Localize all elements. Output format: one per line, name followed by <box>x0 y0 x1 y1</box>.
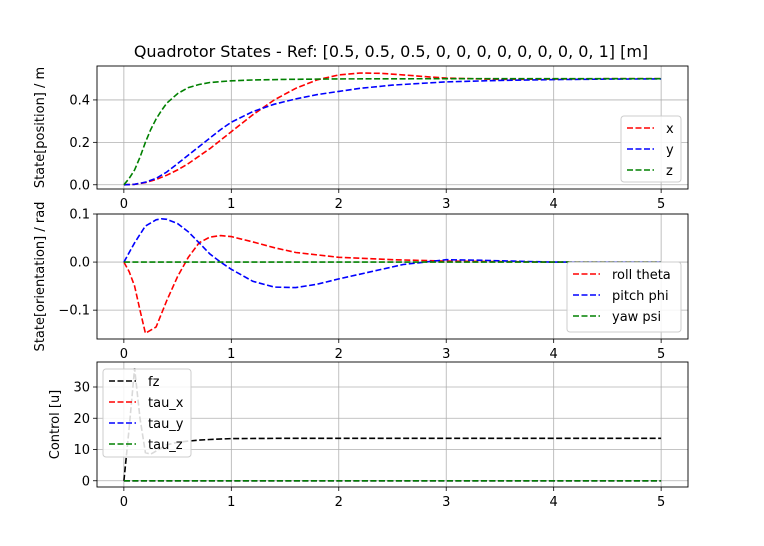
legend-label: tau_y <box>148 417 184 432</box>
y-tick-label: 0.4 <box>69 93 90 108</box>
legend-box <box>566 261 682 333</box>
x-tick-label: 0 <box>120 347 128 362</box>
legend-label: roll theta <box>612 268 671 283</box>
y-tick-label: 0 <box>82 474 90 489</box>
x-tick-label: 1 <box>227 347 235 362</box>
x-tick-label: 5 <box>657 495 665 510</box>
legend-label: yaw psi <box>612 310 661 325</box>
x-tick-label: 3 <box>442 495 450 510</box>
legend-label: y <box>666 143 674 158</box>
y-axis-label: State[position] / m <box>33 67 48 188</box>
panel-2: 0 1 2 3 4 5 0 10 20 30 Control [u] fz tau_x tau_y tau_… <box>48 361 689 510</box>
y-tick-label: 0.2 <box>69 136 90 151</box>
y-tick-label: 0.0 <box>69 256 90 271</box>
legend-box <box>620 115 682 183</box>
y-tick-label: 0.1 <box>69 208 90 223</box>
x-tick-label: 5 <box>657 347 665 362</box>
legend-label: pitch phi <box>612 289 669 304</box>
legend-label: x <box>666 122 674 137</box>
x-tick-label: 1 <box>227 495 235 510</box>
axes-frame <box>96 65 689 190</box>
x-tick-label: 4 <box>550 347 558 362</box>
x-tick-label: 2 <box>335 197 343 212</box>
x-tick-label: 2 <box>335 347 343 362</box>
y-axis-label: State[orientation] / rad <box>33 202 48 352</box>
legend-label: tau_z <box>148 438 183 453</box>
series-line-z <box>123 77 662 186</box>
x-tick-label: 5 <box>657 197 665 212</box>
legend-label: fz <box>148 375 160 390</box>
series-line-roll-theta <box>123 234 662 335</box>
chart-title: Quadrotor States - Ref: [0.5, 0.5, 0.5, … <box>134 42 648 61</box>
y-tick-label: 20 <box>73 412 90 427</box>
series-line-pitch-phi <box>123 217 662 289</box>
x-tick-label: 4 <box>550 495 558 510</box>
y-axis-label: Control [u] <box>48 390 63 460</box>
x-tick-label: 0 <box>120 495 128 510</box>
panel-1: 0 1 2 3 4 5 −0.1 0.0 0.1 State[orientation] / rad… <box>33 202 689 362</box>
axes-frame <box>96 361 689 488</box>
x-tick-label: 3 <box>442 347 450 362</box>
x-tick-label: 3 <box>442 197 450 212</box>
y-tick-label: 10 <box>73 443 90 458</box>
x-tick-label: 0 <box>120 197 128 212</box>
panel-0: 0 1 2 3 4 5 0.0 0.2 0.4 State[position] / m xyz <box>33 65 689 212</box>
axes-frame <box>96 213 689 340</box>
legend-box <box>102 368 192 458</box>
legend-label: tau_x <box>148 396 184 411</box>
y-tick-label: 30 <box>73 381 90 396</box>
x-tick-label: 2 <box>335 495 343 510</box>
x-tick-label: 4 <box>550 197 558 212</box>
legend-label: z <box>666 164 673 179</box>
y-tick-label: −0.1 <box>58 304 90 319</box>
x-tick-label: 1 <box>227 197 235 212</box>
y-tick-label: 0.0 <box>69 178 90 193</box>
